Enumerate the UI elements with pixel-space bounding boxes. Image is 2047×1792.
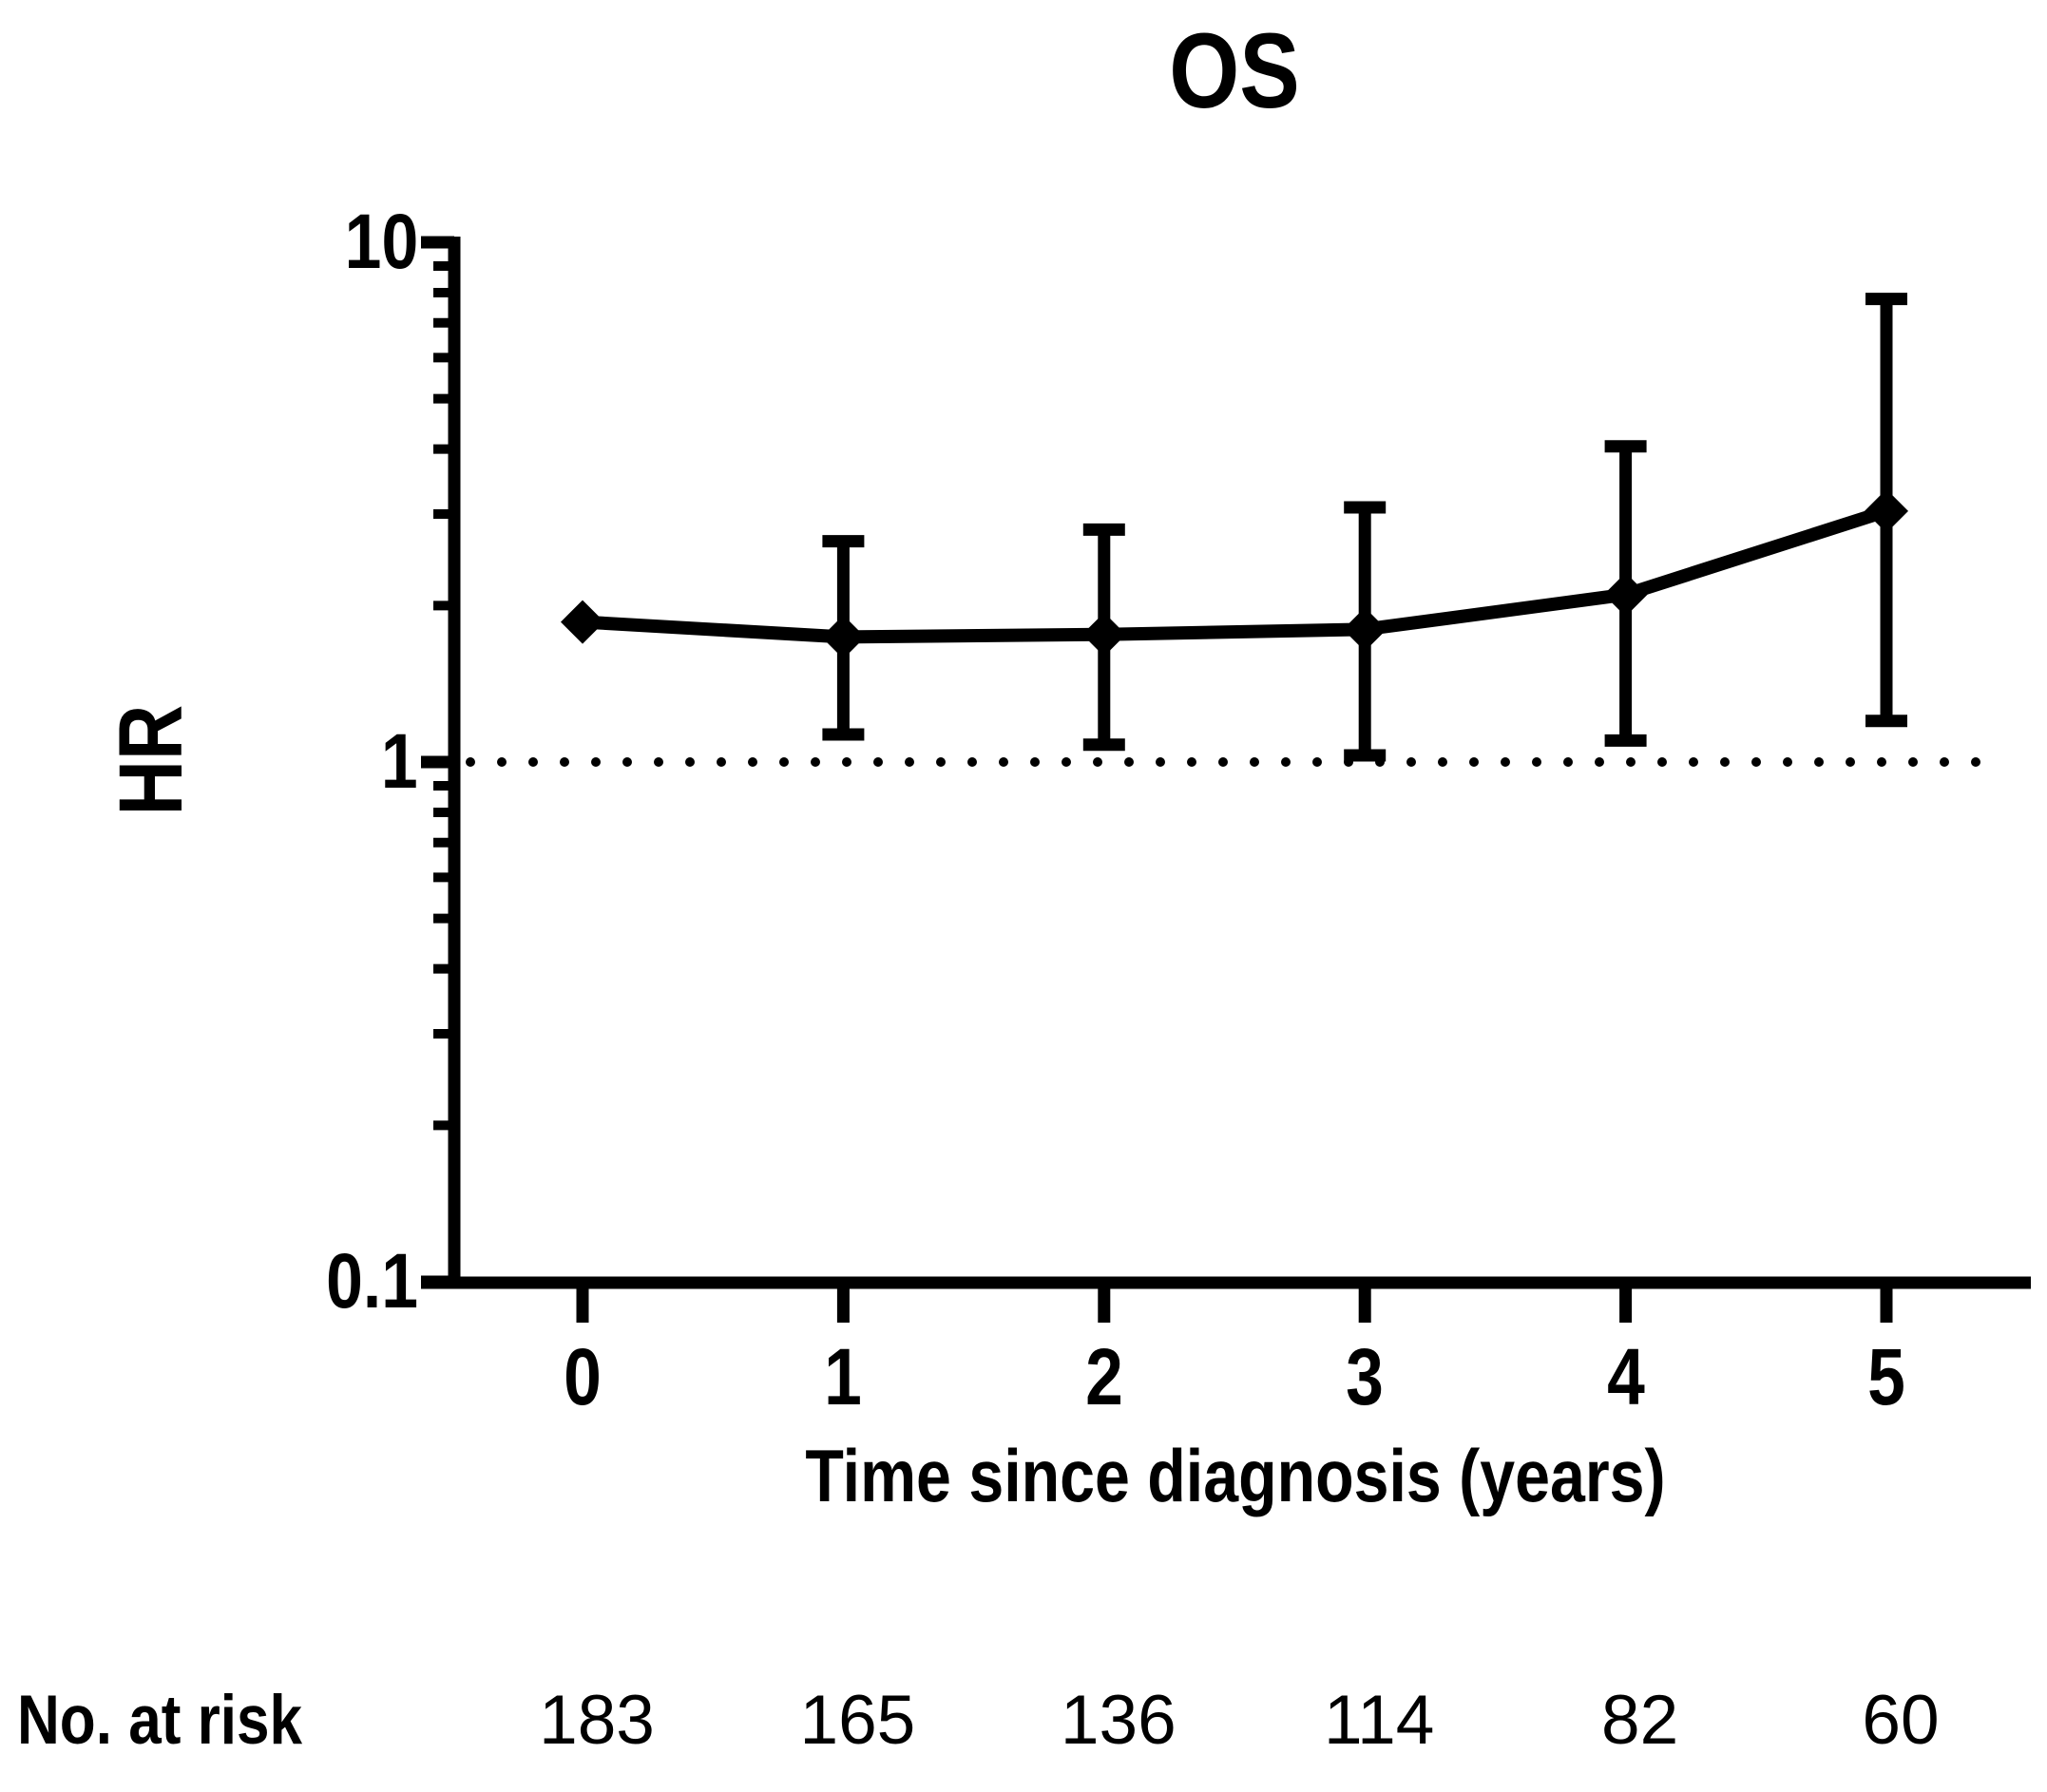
risk-count: 136: [1060, 1682, 1177, 1759]
data-point-diamond: [1865, 488, 1908, 533]
y-tick-label: 0.1: [326, 1238, 418, 1325]
data-point-diamond: [1081, 612, 1126, 657]
chart-title: OS: [1169, 11, 1300, 130]
risk-count: 60: [1862, 1682, 1940, 1759]
risk-count: 114: [1323, 1682, 1435, 1759]
x-tick-label: 3: [1346, 1332, 1385, 1421]
x-tick-label: 4: [1606, 1332, 1645, 1421]
x-axis-label: Time since diagnosis (years): [805, 1434, 1666, 1517]
y-tick-label: 10: [344, 199, 418, 285]
y-tick-label: 1: [381, 718, 418, 805]
x-tick-label: 0: [564, 1332, 602, 1421]
risk-table-label: No. at risk: [17, 1682, 303, 1759]
series-line: [582, 505, 1889, 644]
x-tick-label: 2: [1084, 1332, 1123, 1421]
data-point-diamond: [1343, 607, 1387, 652]
risk-count: 183: [539, 1682, 655, 1759]
data-point-diamond: [561, 600, 604, 644]
x-tick-label: 5: [1867, 1332, 1905, 1421]
risk-count: 165: [799, 1682, 916, 1759]
risk-count: 82: [1600, 1682, 1679, 1759]
x-tick-label: 1: [824, 1332, 863, 1421]
data-point-diamond: [1603, 572, 1648, 617]
data-point-diamond: [821, 615, 866, 659]
